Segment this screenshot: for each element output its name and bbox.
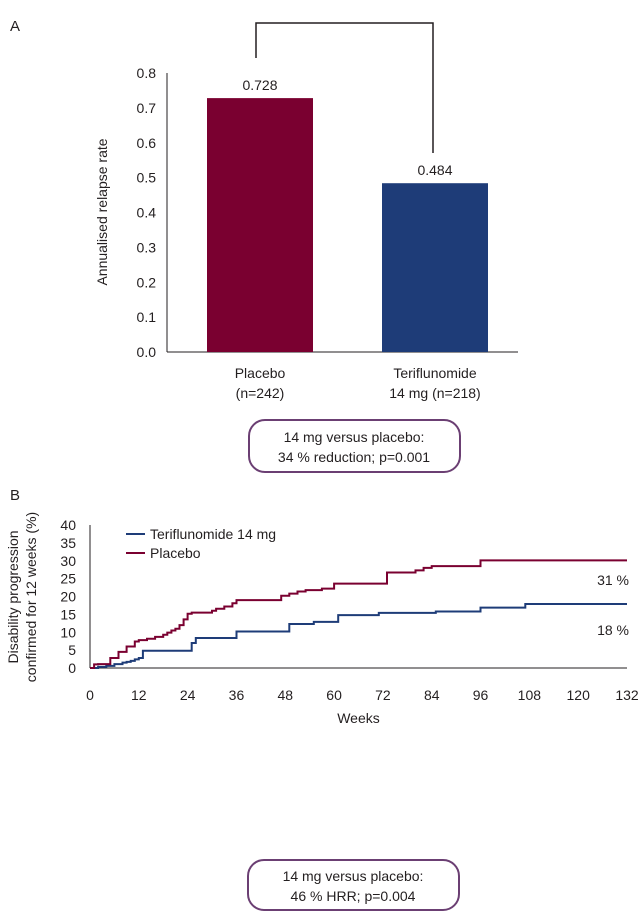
- legend-label: Placebo: [150, 545, 201, 561]
- comparison-bracket: [255, 22, 434, 153]
- y-tick-label: 40: [60, 517, 76, 533]
- y-tick-label: 5: [68, 642, 76, 658]
- x-tick-label: 96: [473, 687, 489, 703]
- x-tick-label: 72: [375, 687, 391, 703]
- annotation-text: 46 % HRR; p=0.004: [291, 888, 416, 904]
- series-end-label: 18 %: [597, 622, 629, 638]
- x-tick-label: 60: [326, 687, 342, 703]
- annotation-text: 34 % reduction; p=0.001: [278, 449, 430, 465]
- annotation-text: 14 mg versus placebo:: [284, 429, 425, 445]
- panel-a-bar-chart: A 0.0 0.1 0.2 0.3 0.4 0.5 0.6 0.7 0.8 Annualised r…: [10, 18, 518, 473]
- x-axis-title: Weeks: [337, 710, 380, 726]
- bar-teriflunomide: [382, 183, 488, 352]
- y-tick-label: 0.5: [137, 170, 157, 186]
- y-tick-label: 0.3: [137, 239, 157, 255]
- x-tick-label: 0: [86, 687, 94, 703]
- y-tick-label: 0.1: [137, 309, 157, 325]
- series-end-label: 31 %: [597, 572, 629, 588]
- x-tick-label: 120: [567, 687, 591, 703]
- y-tick-label: 25: [60, 571, 76, 587]
- y-tick-label: 0: [68, 660, 76, 676]
- y-tick-label: 0.7: [137, 100, 157, 116]
- data-label: 0.484: [417, 162, 452, 178]
- x-tick-label: 108: [518, 687, 542, 703]
- y-tick-label: 20: [60, 589, 76, 605]
- x-tick-label: 24: [180, 687, 196, 703]
- y-axis-title: confirmed for 12 weeks (%): [23, 512, 39, 682]
- y-tick-label: 35: [60, 535, 76, 551]
- x-tick-label: 132: [615, 687, 639, 703]
- bar-placebo: [207, 98, 313, 352]
- x-tick-label: (n=242): [236, 385, 285, 401]
- y-axis-title: Disability progression: [5, 530, 21, 663]
- panel-label-a: A: [10, 18, 20, 35]
- y-tick-label: 15: [60, 606, 76, 622]
- y-tick-label: 30: [60, 553, 76, 569]
- annotation-text: 14 mg versus placebo:: [283, 868, 424, 884]
- panel-label-b: B: [10, 487, 20, 504]
- x-tick-label: 36: [229, 687, 245, 703]
- x-tick-label: Teriflunomide: [393, 365, 476, 381]
- series-line-teriflunomide: [90, 603, 627, 669]
- annotation-box: [247, 859, 460, 911]
- x-tick-label: Placebo: [235, 365, 286, 381]
- y-tick-label: 0.4: [137, 205, 157, 221]
- annotation-box: [248, 419, 461, 473]
- legend-label: Teriflunomide 14 mg: [150, 526, 276, 542]
- data-label: 0.728: [242, 77, 277, 93]
- y-tick-label: 0.2: [137, 274, 157, 290]
- y-axis-title: Annualised relapse rate: [94, 138, 110, 285]
- x-tick-label: 84: [424, 687, 440, 703]
- y-tick-label: 0.0: [137, 344, 157, 360]
- x-tick-label: 14 mg (n=218): [389, 385, 480, 401]
- series-line-placebo: [90, 559, 627, 669]
- y-tick-label: 0.8: [137, 65, 157, 81]
- x-tick-label: 48: [277, 687, 293, 703]
- y-tick-label: 0.6: [137, 135, 157, 151]
- x-tick-label: 12: [131, 687, 147, 703]
- y-tick-label: 10: [60, 624, 76, 640]
